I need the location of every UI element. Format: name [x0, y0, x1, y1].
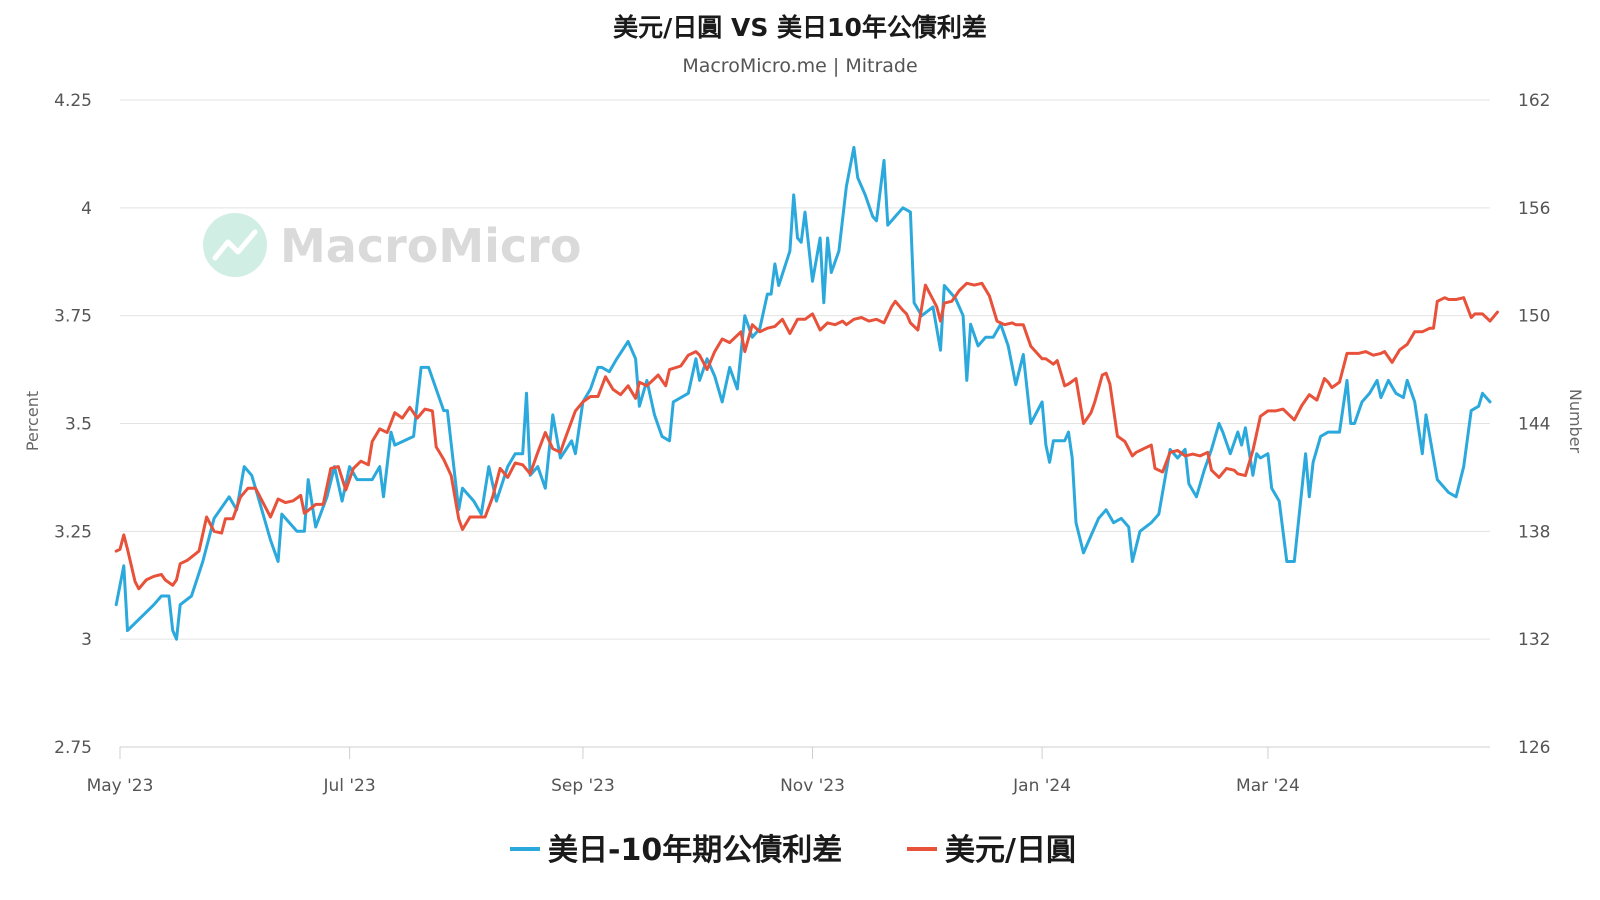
- legend: 美日-10年期公債利差 美元/日圓: [510, 833, 1076, 868]
- legend-item-usdjpy[interactable]: 美元/日圓: [907, 833, 1076, 868]
- x-tick-label: Sep '23: [551, 776, 615, 796]
- right-tick-label: 156: [1518, 199, 1550, 219]
- left-tick-label: 3: [81, 630, 92, 650]
- left-tick-label: 3.25: [54, 522, 92, 542]
- chart-title: 美元/日圓 VS 美日10年公債利差: [613, 13, 987, 42]
- series-line-spread[interactable]: [114, 145, 1492, 641]
- right-tick-label: 138: [1518, 522, 1550, 542]
- right-tick-label: 150: [1518, 307, 1550, 327]
- left-axis-title: Percent: [23, 391, 42, 451]
- watermark-text: MacroMicro: [280, 219, 581, 273]
- x-tick-label: Jul '23: [322, 776, 375, 796]
- left-tick-label: 3.5: [65, 415, 92, 435]
- x-tick-label: Mar '24: [1236, 776, 1300, 796]
- chart-subtitle: MacroMicro.me | Mitrade: [682, 55, 917, 77]
- watermark: MacroMicro: [203, 213, 581, 277]
- x-tick-label: Nov '23: [780, 776, 845, 796]
- x-axis-ticks: May '23 Jul '23 Sep '23 Nov '23 Jan '24 Mar '…: [87, 746, 1490, 796]
- series-line-usdjpy[interactable]: [114, 281, 1499, 591]
- right-tick-label: 162: [1518, 91, 1550, 111]
- right-tick-label: 144: [1518, 415, 1550, 435]
- left-tick-label: 4: [81, 199, 92, 219]
- right-axis-ticks: 126 132 138 144 150 156 162: [1518, 91, 1550, 758]
- legend-label-usdjpy: 美元/日圓: [945, 833, 1076, 868]
- left-tick-label: 2.75: [54, 738, 92, 758]
- x-tick-label: Jan '24: [1012, 776, 1071, 796]
- right-tick-label: 126: [1518, 738, 1550, 758]
- watermark-logo-icon: [203, 213, 267, 277]
- right-axis-title: Number: [1566, 389, 1585, 454]
- x-tick-label: May '23: [87, 776, 154, 796]
- right-tick-label: 132: [1518, 630, 1550, 650]
- grid: [120, 99, 1490, 748]
- legend-label-spread: 美日-10年期公債利差: [548, 833, 842, 868]
- left-axis-ticks: 2.75 3 3.25 3.5 3.75 4 4.25: [54, 91, 92, 758]
- left-tick-label: 3.75: [54, 307, 92, 327]
- legend-item-spread[interactable]: 美日-10年期公債利差: [510, 833, 842, 868]
- series-layer: [114, 145, 1499, 641]
- left-tick-label: 4.25: [54, 91, 92, 111]
